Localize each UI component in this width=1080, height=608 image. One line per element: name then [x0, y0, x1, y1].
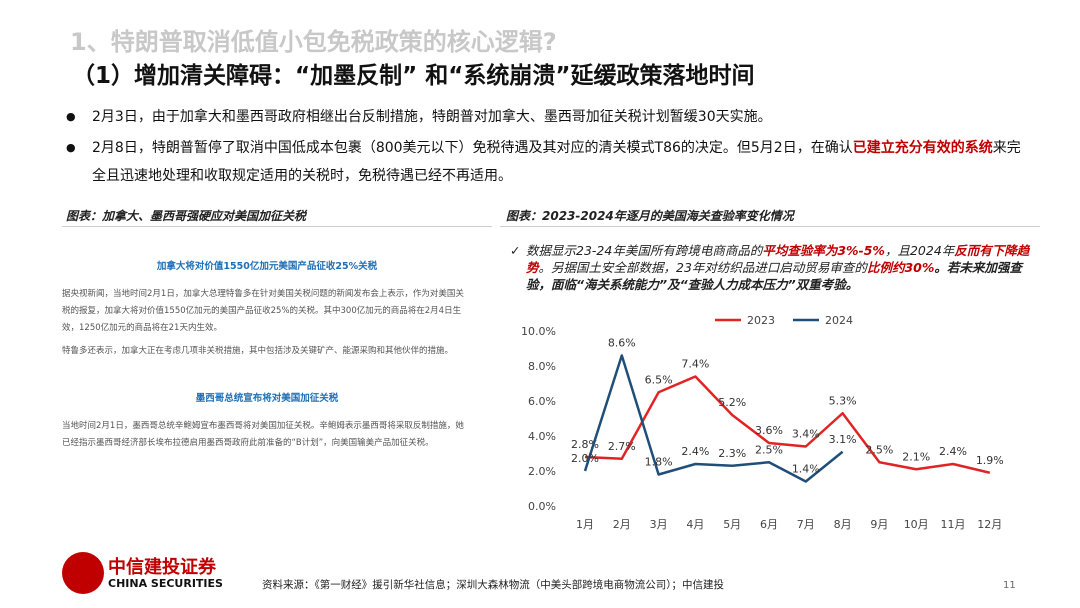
news-paragraph: 据央视新闻，当地时间2月1日，加拿大总理特鲁多在针对美国关税问题的新闻发布会上表… — [62, 289, 464, 333]
data-label: 5.2% — [718, 396, 746, 409]
check-icon: ✓ — [510, 243, 521, 258]
news-heading: 加拿大将对价值1550亿加元美国产品征收25%关税 — [156, 261, 378, 272]
left-caption: 图表：加拿大、墨西哥强硬应对美国加征关税 — [66, 209, 307, 223]
logo-icon — [62, 552, 104, 594]
news-paragraph: 特鲁多还表示，加拿大正在考虑几项非关税措施，其中包括涉及关键矿产、能源采购和其他… — [62, 346, 454, 356]
y-tick-label: 4.0% — [528, 430, 556, 443]
data-label: 3.4% — [792, 428, 820, 441]
data-label: 7.4% — [681, 358, 709, 371]
text-run: ，且2024年 — [884, 243, 955, 258]
data-label: 1.8% — [645, 456, 673, 469]
text-run: 2月3日，由于加拿大和墨西哥政府相继出台反制措施，特朗普对加拿大、墨西哥加征关税… — [92, 109, 772, 125]
x-tick-label: 10月 — [904, 518, 929, 531]
title: 1、特朗普取消低值小包免税政策的核心逻辑? — [70, 28, 557, 56]
data-label: 2.5% — [755, 443, 783, 456]
y-tick-label: 10.0% — [521, 325, 556, 338]
source: 资料来源：《第一财经》援引新华社信息；深圳大森林物流（中美头部跨境电商物流公司）… — [262, 579, 724, 591]
page-number: 11 — [1003, 580, 1016, 591]
data-label: 2.4% — [681, 445, 709, 458]
text-run: 。若未来加强查验，面临“海关系统能力”及“查验人力成本压力”双重考验。 — [526, 260, 1022, 292]
bullet: 2月8日，特朗普暂停了取消中国低成本包裹（800美元以下）免税待遇及其对应的清关… — [62, 134, 1032, 190]
x-tick-label: 11月 — [941, 518, 966, 531]
x-tick-label: 8月 — [834, 518, 852, 531]
bullet: 2月3日，由于加拿大和墨西哥政府相继出台反制措施，特朗普对加拿大、墨西哥加征关税… — [62, 103, 1032, 131]
y-tick-label: 6.0% — [528, 395, 556, 408]
logo-cn: 中信建投证券 — [108, 557, 216, 578]
data-label: 6.5% — [645, 373, 673, 386]
legend-label: 2024 — [825, 314, 853, 327]
data-label: 2.0% — [571, 452, 599, 465]
text-run: 已建立充分有效的系统 — [852, 140, 993, 156]
x-tick-label: 3月 — [650, 518, 668, 531]
legend-label: 2023 — [747, 314, 775, 327]
text-run: 比例约30% — [866, 260, 935, 275]
x-tick-label: 4月 — [686, 518, 704, 531]
text-run: 平均查验率为3%-5% — [762, 243, 885, 258]
text-run: 来完全且迅速地处理和收取规定适用的关税时，免税待遇已经不再适用。 — [92, 140, 1021, 184]
text-run: 。另据国土安全部数据，23年对纺织品进口启动贸易审查的 — [538, 260, 867, 275]
y-tick-label: 8.0% — [528, 360, 556, 373]
data-label: 1.4% — [792, 463, 820, 476]
line — [583, 354, 844, 483]
news-paragraph: 当地时间2月1日，墨西哥总统辛鲍姆宣布墨西哥将对美国加征关税。辛鲍姆表示墨西哥将… — [62, 421, 464, 448]
text-run: 2月8日，特朗普暂停了取消中国低成本包裹（800美元以下）免税待遇及其对应的清关… — [92, 140, 853, 156]
right-caption: 图表：2023-2024年逐月的美国海关查验率变化情况 — [506, 209, 794, 223]
x-tick-label: 1月 — [576, 518, 594, 531]
data-label: 5.3% — [829, 394, 857, 407]
text-run: 数据显示23-24年美国所有跨境电商商品的 — [526, 243, 763, 258]
x-tick-label: 6月 — [760, 518, 778, 531]
x-tick-label: 5月 — [723, 518, 741, 531]
line — [584, 375, 991, 474]
data-label: 2.5% — [865, 443, 893, 456]
text-run: 反而有下降趋势 — [526, 243, 1030, 275]
divider — [62, 226, 492, 227]
data-label: 2.7% — [608, 440, 636, 453]
data-label: 2.4% — [939, 445, 967, 458]
news-heading: 墨西哥总统宣布将对美国加征关税 — [195, 393, 339, 404]
logo-en: CHINA SECURITIES — [108, 577, 223, 590]
data-label: 2.3% — [718, 447, 746, 460]
data-label: 3.6% — [755, 424, 783, 437]
data-label: 8.6% — [608, 337, 636, 350]
y-tick-label: 2.0% — [528, 465, 556, 478]
x-tick-label: 2月 — [613, 518, 631, 531]
data-label: 2.1% — [902, 450, 930, 463]
x-tick-label: 7月 — [797, 518, 815, 531]
news-panel: 加拿大将对价值1550亿加元美国产品征收25%关税据央视新闻，当地时间2月1日，… — [62, 236, 472, 458]
divider — [500, 226, 1040, 227]
note: ✓ 数据显示23-24年美国所有跨境电商商品的平均查验率为3%-5%，且2024年… — [510, 242, 1030, 293]
data-label: 3.1% — [829, 433, 857, 446]
x-tick-label: 9月 — [870, 518, 888, 531]
data-label: 1.9% — [976, 454, 1004, 467]
y-tick-label: 0.0% — [528, 500, 556, 513]
subtitle: （1）增加清关障碍：“加墨反制” 和“系统崩溃”延缓政策落地时间 — [72, 63, 755, 89]
x-tick-label: 12月 — [977, 518, 1002, 531]
chart: 0.0% 2.0% 4.0% 6.0% 8.0% 10.0% 1月 2月 3月 4月 5月 6月 7月 8… — [521, 314, 1004, 531]
